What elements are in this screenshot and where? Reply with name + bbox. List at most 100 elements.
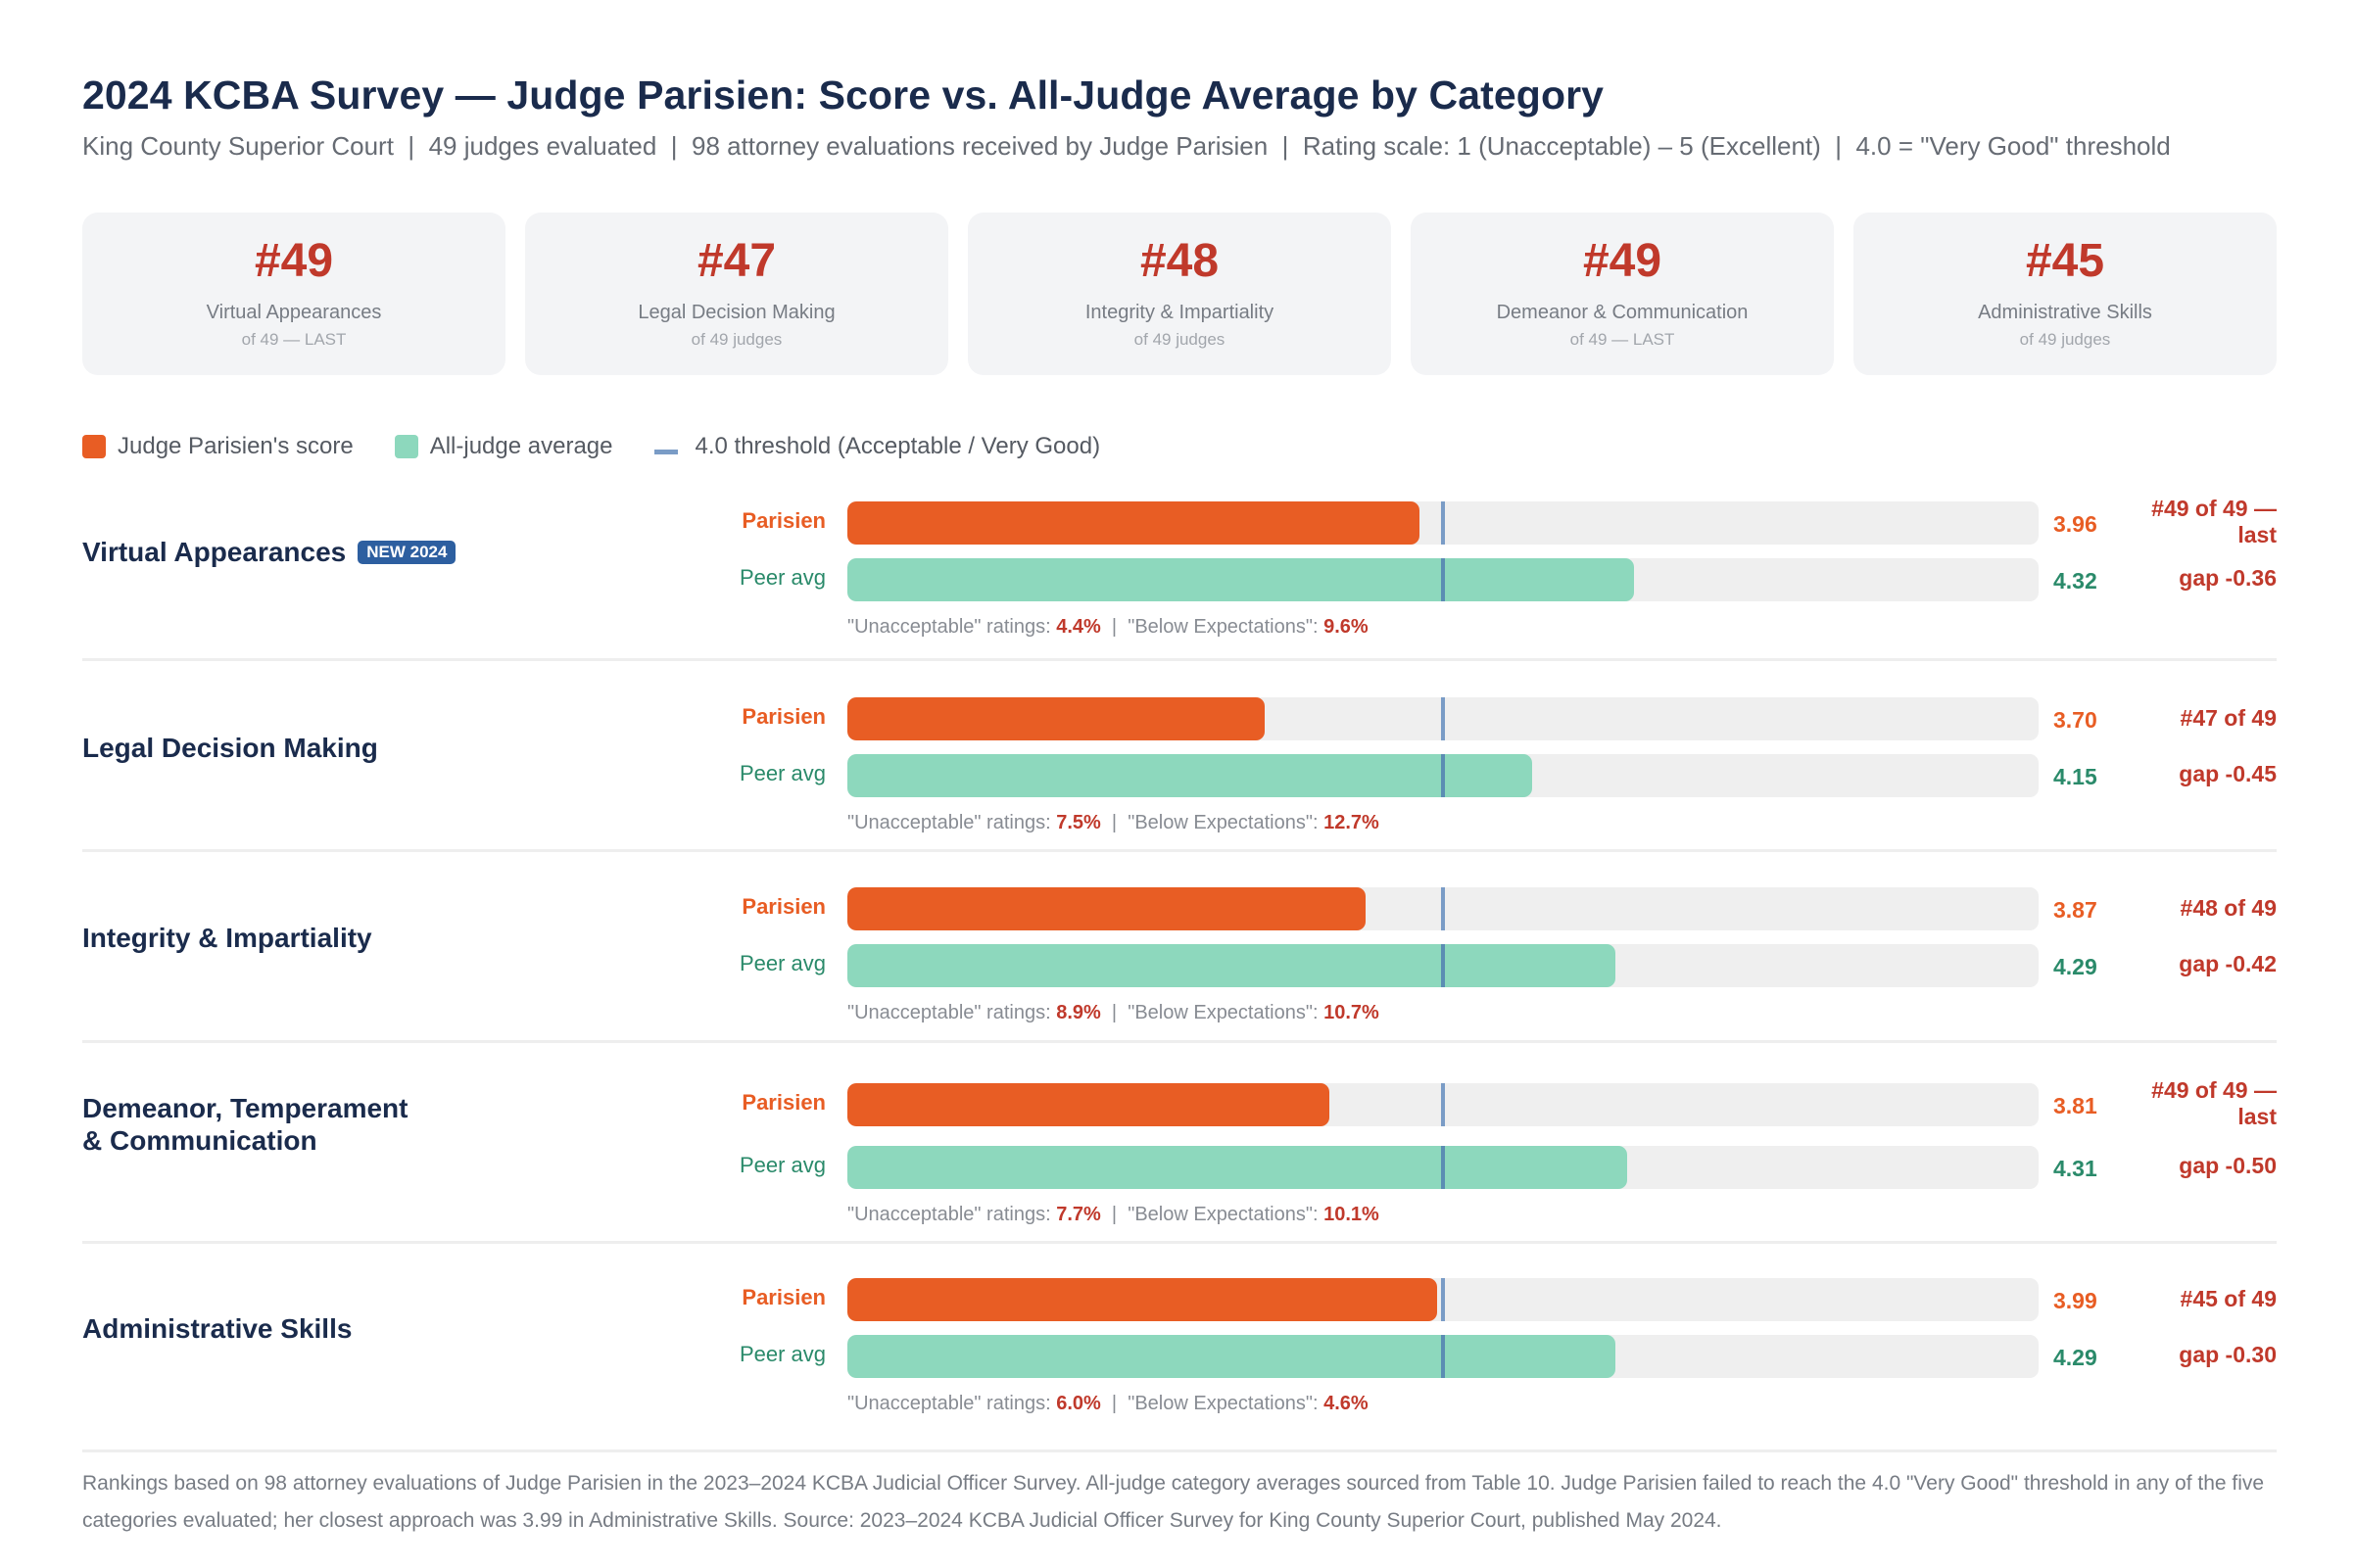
- threshold-marker: [1441, 944, 1445, 987]
- rank-value: #49: [1582, 235, 1662, 287]
- rank-category: Legal Decision Making: [638, 302, 836, 323]
- judge-score-bar: [847, 697, 1265, 740]
- judge-bar-label: Parisien: [742, 1285, 826, 1309]
- unacceptable-percent: 6.0%: [1056, 1393, 1101, 1414]
- judge-bar-label: Parisien: [742, 508, 826, 533]
- threshold-marker: [1441, 754, 1445, 797]
- average-score-bar: [847, 1335, 1616, 1378]
- rank-text: #49 of 49 — last: [2081, 496, 2277, 548]
- rank-value: #47: [697, 235, 777, 287]
- below-expectations-percent: 12.7%: [1323, 812, 1379, 833]
- rank-card: #47 Legal Decision Making of 49 judges: [525, 213, 948, 375]
- rank-text-line: last: [2237, 522, 2277, 547]
- rank-card: #49 Virtual Appearances of 49 — LAST: [82, 213, 505, 375]
- rank-card: #49 Demeanor & Communication of 49 — LAS…: [1411, 213, 1834, 375]
- unacceptable-percent: 8.9%: [1056, 1002, 1101, 1023]
- row-divider: [82, 1040, 2277, 1043]
- unacceptable-label: "Unacceptable" ratings:: [847, 1393, 1057, 1414]
- average-score-bar: [847, 558, 1634, 601]
- legend-swatch-judge: [82, 435, 106, 458]
- rank-value: #45: [2025, 235, 2105, 287]
- note-separator: |: [1100, 1393, 1129, 1414]
- chart-legend: Judge Parisien's score All-judge average…: [82, 433, 1141, 460]
- rank-subtext: of 49 judges: [1133, 330, 1226, 349]
- category-title: Virtual Appearances NEW 2024: [82, 536, 457, 568]
- rating-distribution-note: "Unacceptable" ratings: 7.5% | "Below Ex…: [847, 811, 1379, 834]
- unacceptable-percent: 4.4%: [1056, 616, 1101, 638]
- unacceptable-label: "Unacceptable" ratings:: [847, 812, 1057, 833]
- rating-distribution-note: "Unacceptable" ratings: 6.0% | "Below Ex…: [847, 1392, 1369, 1415]
- rank-category: Demeanor & Communication: [1496, 302, 1749, 323]
- average-score-value: 4.31: [2053, 1156, 2097, 1181]
- category-title-text: Virtual Appearances: [82, 537, 347, 567]
- average-score-bar: [847, 944, 1616, 987]
- rank-subtext: of 49 — LAST: [1569, 330, 1675, 349]
- page-subtitle: King County Superior Court | 49 judges e…: [82, 131, 2171, 161]
- average-bar-label: Peer avg: [739, 761, 826, 785]
- unacceptable-label: "Unacceptable" ratings:: [847, 616, 1057, 638]
- legend-label-threshold: 4.0 threshold (Acceptable / Very Good): [695, 433, 1101, 459]
- rank-text-line: last: [2237, 1104, 2277, 1129]
- rank-category: Integrity & Impartiality: [1084, 302, 1274, 323]
- legend-label-judge: Judge Parisien's score: [118, 433, 354, 459]
- average-score-value: 4.32: [2053, 568, 2097, 594]
- rank-value: #48: [1139, 235, 1220, 287]
- row-divider: [82, 658, 2277, 661]
- threshold-marker: [1441, 1083, 1445, 1126]
- unacceptable-percent: 7.7%: [1056, 1204, 1101, 1225]
- row-divider: [82, 1241, 2277, 1244]
- threshold-marker: [1441, 1278, 1445, 1321]
- category-title: Integrity & Impartiality: [82, 922, 372, 954]
- average-bar-track: [847, 754, 2039, 797]
- rank-text: #45 of 49: [2081, 1286, 2277, 1312]
- legend-threshold-line-icon: [653, 449, 678, 454]
- average-bar-label: Peer avg: [739, 951, 826, 975]
- judge-score-bar: [847, 1083, 1330, 1126]
- rating-distribution-note: "Unacceptable" ratings: 7.7% | "Below Ex…: [847, 1203, 1379, 1226]
- new-badge: NEW 2024: [358, 541, 457, 564]
- legend-item-average: All-judge average: [394, 433, 613, 460]
- row-divider: [82, 849, 2277, 852]
- judge-bar-track: [847, 697, 2039, 740]
- category-title: Administrative Skills: [82, 1312, 352, 1345]
- rank-category: Virtual Appearances: [206, 302, 382, 323]
- note-separator: |: [1100, 812, 1129, 833]
- unacceptable-percent: 7.5%: [1056, 812, 1101, 833]
- below-expectations-label: "Below Expectations":: [1128, 1002, 1324, 1023]
- judge-score-value: 3.99: [2053, 1288, 2097, 1313]
- judge-score-bar: [847, 1278, 1437, 1321]
- judge-bar-track: [847, 1278, 2039, 1321]
- below-expectations-label: "Below Expectations":: [1128, 1393, 1324, 1414]
- gap-text: gap -0.50: [2179, 1153, 2277, 1178]
- rating-distribution-note: "Unacceptable" ratings: 8.9% | "Below Ex…: [847, 1001, 1379, 1024]
- judge-score-value: 3.81: [2053, 1093, 2097, 1118]
- judge-bar-track: [847, 887, 2039, 930]
- rank-text: #47 of 49: [2081, 705, 2277, 732]
- rank-value: #49: [254, 235, 334, 287]
- rank-category: Administrative Skills: [1978, 302, 2152, 323]
- gap-text: gap -0.36: [2179, 565, 2277, 591]
- below-expectations-label: "Below Expectations":: [1128, 812, 1324, 833]
- below-expectations-label: "Below Expectations":: [1128, 616, 1324, 638]
- rank-text-line: #47 of 49: [2180, 705, 2277, 731]
- judge-score-bar: [847, 501, 1419, 545]
- footnote: Rankings based on 98 attorney evaluation…: [82, 1472, 2265, 1532]
- below-expectations-percent: 10.7%: [1323, 1002, 1379, 1023]
- category-title: Demeanor, Temperament & Communication: [82, 1092, 409, 1157]
- note-separator: |: [1100, 1204, 1129, 1225]
- rating-distribution-note: "Unacceptable" ratings: 4.4% | "Below Ex…: [847, 615, 1369, 639]
- rank-subtext: of 49 judges: [2019, 330, 2111, 349]
- below-expectations-label: "Below Expectations":: [1128, 1204, 1324, 1225]
- average-bar-label: Peer avg: [739, 565, 826, 590]
- judge-bar-label: Parisien: [742, 704, 826, 729]
- category-title-line: & Communication: [82, 1125, 317, 1156]
- average-bar-label: Peer avg: [739, 1153, 826, 1177]
- legend-label-average: All-judge average: [429, 433, 613, 459]
- judge-bar-label: Parisien: [742, 894, 826, 919]
- legend-swatch-average: [394, 435, 418, 458]
- average-bar-track: [847, 1146, 2039, 1189]
- average-score-value: 4.15: [2053, 764, 2097, 789]
- judge-bar-track: [847, 1083, 2039, 1126]
- unacceptable-label: "Unacceptable" ratings:: [847, 1002, 1057, 1023]
- threshold-marker: [1441, 558, 1445, 601]
